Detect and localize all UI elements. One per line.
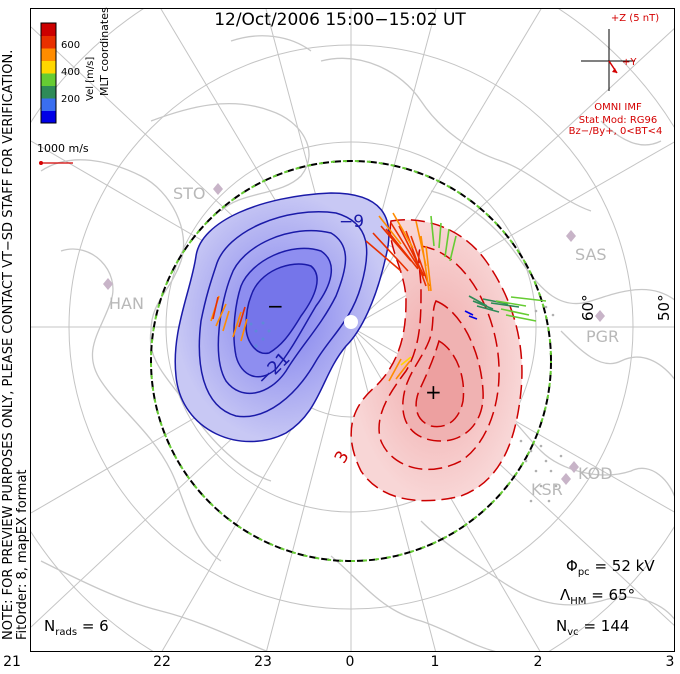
mlt-label-3: 3 xyxy=(665,654,675,670)
colorbar-tick-600: 600 xyxy=(61,40,80,51)
map-frame: −9 −21 3 − + STO HAN SAS PGR KOD KSR 60°… xyxy=(30,8,675,652)
coords-note: MLT coordinates xyxy=(98,7,111,96)
grey-dots xyxy=(519,305,563,503)
radar-site-icons xyxy=(103,183,605,485)
negative-cell xyxy=(174,192,390,443)
stat-lambda-hm: ΛHM = 65° xyxy=(560,586,636,607)
imf-label-right: +Y xyxy=(622,57,637,68)
station-label-sas: SAS xyxy=(575,245,607,264)
colorbar-tick-400: 400 xyxy=(61,67,80,78)
mlt-label-0: 0 xyxy=(345,654,355,670)
positive-cell xyxy=(350,219,523,502)
imf-label-top: +Z (5 nT) xyxy=(610,13,660,24)
preview-note: NOTE: FOR PREVIEW PURPOSES ONLY, PLEASE … xyxy=(1,49,16,640)
contour-label-neg9: −9 xyxy=(339,212,364,232)
side-note: NOTE: FOR PREVIEW PURPOSES ONLY, PLEASE … xyxy=(1,40,30,640)
station-label-kod: KOD xyxy=(578,464,613,483)
velocity-dots xyxy=(249,321,271,348)
contour-label-pos3: 3 xyxy=(331,448,354,467)
colorbar-label: Vel [m/s] xyxy=(85,57,96,101)
potential-max-marker: + xyxy=(425,380,442,404)
mlt-label-22: 22 xyxy=(153,654,171,670)
colorbar xyxy=(40,22,57,124)
imf-condition: Bz−/By+, 0<BT<4 xyxy=(568,126,663,137)
mlt-label-2: 2 xyxy=(533,654,543,670)
polar-map: −9 −21 3 − + STO HAN SAS PGR KOD KSR 60°… xyxy=(31,9,674,651)
mlt-label-1: 1 xyxy=(430,654,440,670)
station-label-han: HAN xyxy=(109,294,144,313)
imf-source: OMNI IMF xyxy=(594,102,642,113)
scale-vector-label: 1000 m/s xyxy=(37,142,89,155)
lat-label-50: 50° xyxy=(655,294,673,321)
imf-model: Stat Mod: RG96 xyxy=(578,115,658,126)
stat-nrads: Nrads = 6 xyxy=(44,617,109,638)
map-title: 12/Oct/2006 15:00−15:02 UT xyxy=(214,10,466,30)
stat-phi-pc: Φpc = 52 kV xyxy=(566,557,655,578)
velocity-vectors xyxy=(210,212,547,382)
lat-label-60: 60° xyxy=(579,294,597,321)
station-label-sto: STO xyxy=(173,184,206,203)
station-label-ksr: KSR xyxy=(531,480,563,499)
pole-marker xyxy=(344,315,358,329)
station-label-pgr: PGR xyxy=(586,327,619,346)
mlt-label-21: 21 xyxy=(3,654,21,670)
imf-clock-dial xyxy=(581,29,635,91)
mlt-label-23: 23 xyxy=(254,654,272,670)
potential-min-marker: − xyxy=(267,294,284,318)
colorbar-tick-200: 200 xyxy=(61,94,80,105)
stat-nvc: Nvc = 144 xyxy=(556,617,630,638)
fit-order-note: FitOrder: 8, mapEX format xyxy=(15,469,30,640)
